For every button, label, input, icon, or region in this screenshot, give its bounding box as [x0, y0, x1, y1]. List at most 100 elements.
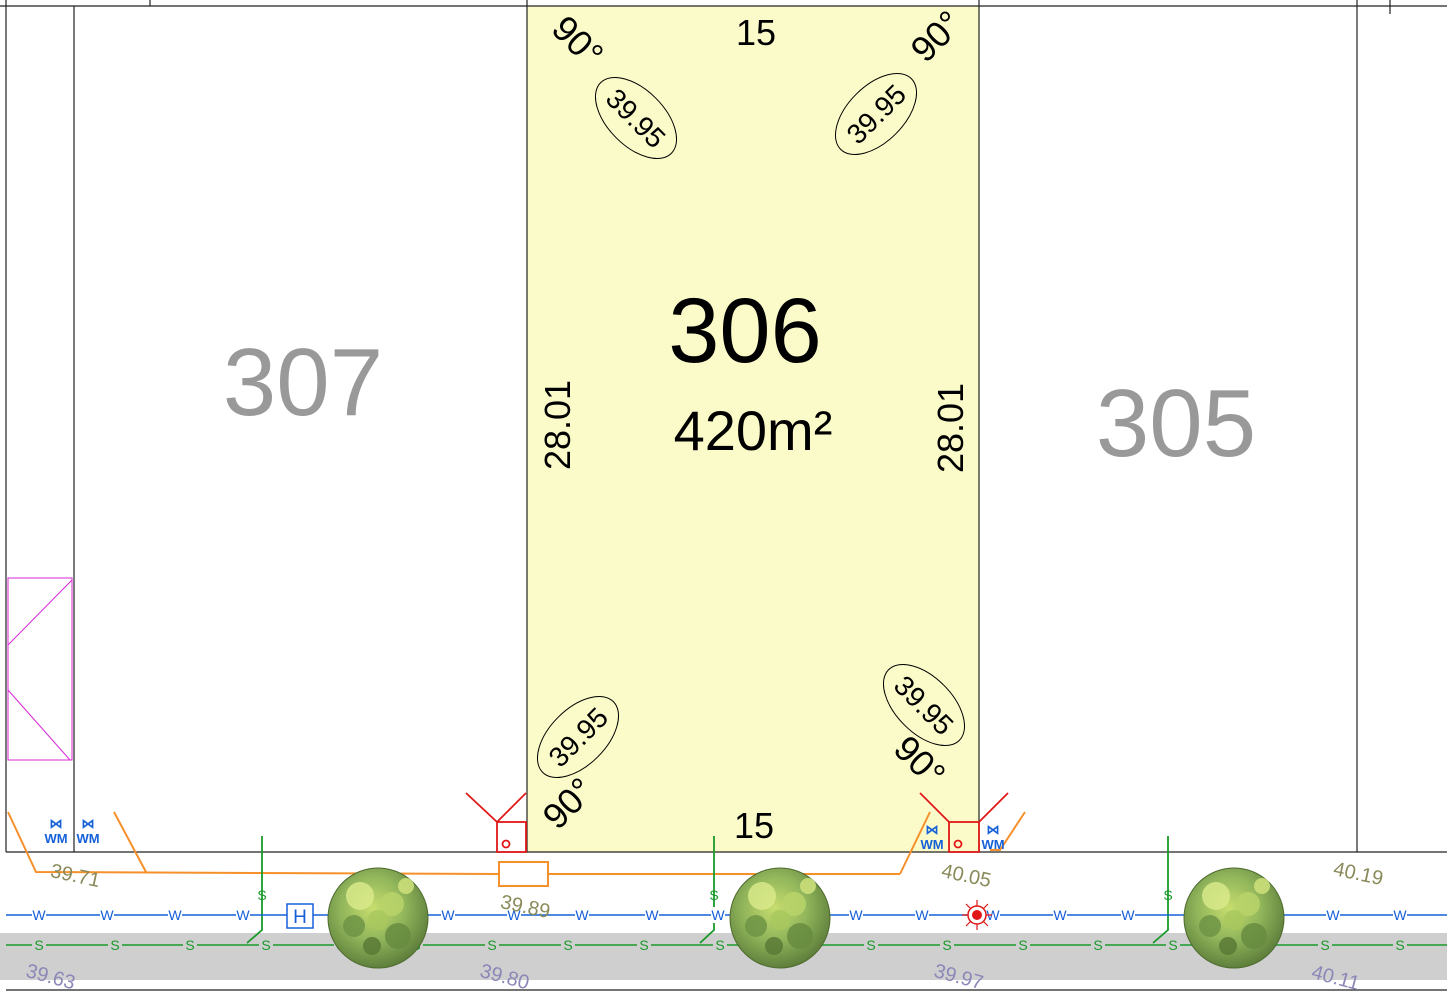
water-main-label: W — [32, 907, 46, 923]
water-main-label-bg — [1121, 907, 1135, 923]
verge-level: 39.71 — [48, 860, 102, 892]
sewer-connections — [246, 836, 1169, 944]
water-main-label: W — [575, 907, 589, 923]
power-pit — [498, 861, 549, 887]
sewer-main-label: S — [110, 937, 119, 953]
sewer-main-label: S — [1168, 937, 1177, 953]
water-main-label-bg — [1053, 907, 1067, 923]
sewer-main-label: S — [487, 937, 496, 953]
power-line — [7, 811, 1026, 887]
water-main-label: W — [915, 907, 929, 923]
water-main-label-bg — [1326, 907, 1340, 923]
water-meter: ⋈ WM — [981, 822, 1004, 852]
street-tree-icon — [327, 867, 429, 969]
water-main-label: W — [711, 907, 725, 923]
water-meter-label: WM — [981, 837, 1004, 852]
svg-text:⋈: ⋈ — [82, 816, 95, 831]
water-main-label-bg — [441, 907, 455, 923]
sewer-main-label: S — [1093, 937, 1102, 953]
water-meter-label: WM — [920, 837, 943, 852]
water-main-label-bg — [645, 907, 659, 923]
dimension-right: 28.01 — [930, 383, 971, 473]
sewer-connection-label: S — [709, 887, 718, 903]
water-meter: ⋈ WM — [76, 816, 99, 846]
sewer-main-label-bg — [637, 937, 651, 953]
street-tree-icon — [729, 867, 831, 969]
water-main-label: W — [645, 907, 659, 923]
sewer-main-label-bg — [183, 937, 197, 953]
sewer-main-label: S — [34, 937, 43, 953]
sewer-main-label: S — [942, 937, 951, 953]
water-main-label: W — [441, 907, 455, 923]
sewer-main-label-bg — [561, 937, 575, 953]
water-main-label-bg — [849, 907, 863, 923]
sewer-main-label-bg — [32, 937, 46, 953]
water-main-label-bg — [168, 907, 182, 923]
water-main-label: W — [1053, 907, 1067, 923]
water-main-label-bg — [711, 907, 725, 923]
svg-text:⋈: ⋈ — [50, 816, 63, 831]
sewer-main-label: S — [715, 937, 724, 953]
sewer-main-label: S — [866, 937, 875, 953]
water-main-label: W — [168, 907, 182, 923]
water-main-label-bg — [575, 907, 589, 923]
dimension-left: 28.01 — [537, 380, 578, 470]
water-main-label: W — [1393, 907, 1407, 923]
water-meter: ⋈ WM — [44, 816, 67, 846]
sewer-main-label: S — [185, 937, 194, 953]
water-meter-label: WM — [76, 831, 99, 846]
sewer-main-label-bg — [108, 937, 122, 953]
sewer-main-label-bg — [713, 937, 727, 953]
sewer-main-label: S — [1018, 937, 1027, 953]
water-main-label-bg — [986, 907, 1000, 923]
sewer-connection-label: S — [1163, 887, 1172, 903]
street-light-icon — [962, 900, 992, 930]
water-main-label: W — [849, 907, 863, 923]
hydrant-label: H — [293, 907, 307, 928]
water-main-label-bg — [32, 907, 46, 923]
dimension-top: 15 — [736, 12, 776, 53]
verge-level: 40.19 — [1331, 858, 1385, 890]
water-main-label: W — [507, 907, 521, 923]
electrical-pits — [465, 792, 1009, 853]
sewer-main-label: S — [261, 937, 270, 953]
water-main-label-bg — [1393, 907, 1407, 923]
sewer-main-label-bg — [485, 937, 499, 953]
sewer-connection-label: S — [257, 887, 266, 903]
sewer-main-label-bg — [940, 937, 954, 953]
water-main-label: W — [986, 907, 1000, 923]
building-outline — [7, 577, 73, 761]
water-main-label-bg — [100, 907, 114, 923]
sewer-main-label: S — [1395, 937, 1404, 953]
water-main-label: W — [100, 907, 114, 923]
water-meter: ⋈ WM — [920, 822, 943, 852]
water-main-label-bg — [236, 907, 250, 923]
lot-number-306: 306 — [668, 280, 822, 382]
water-main-label: W — [236, 907, 250, 923]
water-main-label: W — [1326, 907, 1340, 923]
lot-306-fill — [527, 6, 979, 852]
sewer-main-label-bg — [259, 937, 273, 953]
sewer-main-label: S — [1320, 937, 1329, 953]
verge-level: 40.05 — [939, 860, 993, 892]
sewer-main-label-bg — [1318, 937, 1332, 953]
lot-number-305: 305 — [1096, 370, 1256, 477]
water-main-label-bg — [915, 907, 929, 923]
sewer-main-label: S — [639, 937, 648, 953]
sewer-main-label-bg — [1166, 937, 1180, 953]
street-tree-icon — [1183, 867, 1285, 969]
fire-hydrant: H — [286, 903, 314, 929]
water-main-label: W — [1121, 907, 1135, 923]
svg-text:⋈: ⋈ — [926, 822, 939, 837]
sewer-main-label: S — [563, 937, 572, 953]
sewer-main-label-bg — [1393, 937, 1407, 953]
svg-text:⋈: ⋈ — [987, 822, 1000, 837]
sewer-main-label-bg — [1016, 937, 1030, 953]
sewer-main-label-bg — [864, 937, 878, 953]
water-meter-label: WM — [44, 831, 67, 846]
water-main-label-bg — [507, 907, 521, 923]
sewer-main-label-bg — [1091, 937, 1105, 953]
lot-number-307: 307 — [223, 329, 383, 436]
